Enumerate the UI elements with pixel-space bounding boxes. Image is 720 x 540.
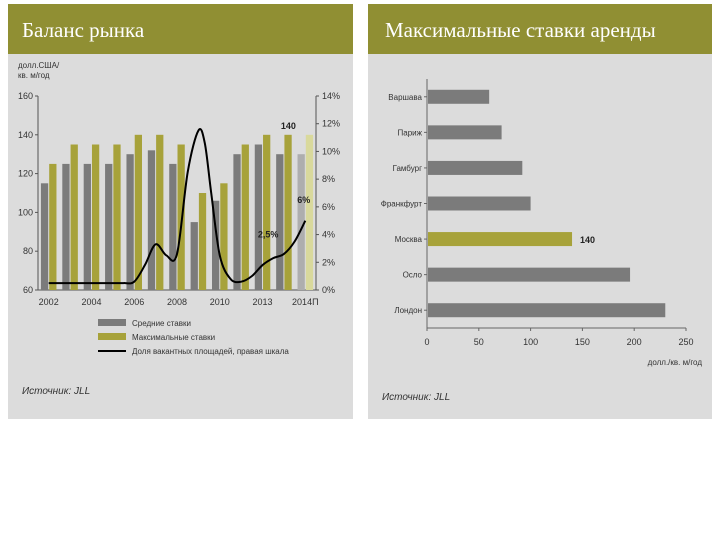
avg-rate-bar [297,154,305,290]
max-rate-bar [305,134,314,290]
max-rate-annotation: 140 [281,121,296,131]
avg-rate-bar [83,163,91,290]
max-rate-bar [91,144,100,290]
market-balance-source: Источник: JLL [22,386,91,397]
x-tick-label: 150 [575,337,590,347]
y2-tick-label: 6% [322,202,335,212]
y2-tick-label: 12% [322,119,340,129]
avg-rate-bar [105,163,113,290]
x-tick-label: 2013 [253,297,273,307]
y2-tick-label: 8% [322,174,335,184]
x-tick-label: 2002 [39,297,59,307]
max-rate-bar [241,144,249,290]
market-balance-panel: Баланс рынка долл.США/кв. м/год 60 80 100 12… [8,4,353,419]
city-label: Париж [398,128,423,137]
max-rate-bar [134,134,143,290]
y2-tick-label: 10% [322,146,340,156]
x-tick-label: 0 [424,337,429,347]
max-rate-bar [220,183,228,290]
city-rent-bar [428,232,573,247]
avg-rate-bar [40,183,49,290]
legend-line-label: Доля вакантных площадей, правая шкала [132,347,289,356]
max-rate-bar [70,144,78,290]
avg-rate-bar [147,150,156,290]
avg-rate-bar [190,222,198,290]
x-tick-label: 250 [678,337,693,347]
vacancy-forecast-annotation: 6% [297,195,310,205]
max-rents-panel: Максимальные ставки аренды 0 50 100 150 200 2… [368,4,712,419]
city-label: Осло [403,271,423,280]
vacancy-rate-line [48,128,307,285]
y2-tick-label: 0% [322,285,335,295]
moscow-value-label: 140 [580,235,595,245]
max-rate-bar [198,193,207,290]
avg-rate-bar [276,154,284,290]
city-rent-bar [428,196,531,211]
avg-rate-bar [169,163,177,290]
city-label: Варшава [388,93,422,102]
market-balance-header: Баланс рынка [8,4,353,54]
x-tick-label: 2004 [81,297,101,307]
y2-tick-label: 2% [322,257,335,267]
y-tick-label: 60 [23,285,33,295]
avg-rate-bar [62,163,70,290]
avg-rate-bar [233,154,241,290]
max-rents-chart: 0 50 100 150 200 250 Варшава Париж Гамбург Франкф… [381,79,703,367]
y-axis-unit-line1: долл.США/ [18,61,60,70]
max-rate-bar [49,163,57,290]
x-tick-label: 2010 [210,297,230,307]
x-tick-label: 50 [474,337,484,347]
x-tick-label: 2006 [124,297,144,307]
legend-max-label: Максимальные ставки [132,333,215,342]
vacancy-2013-annotation: 2,5% [258,229,279,239]
max-rate-bar [113,144,121,290]
legend-max-swatch [98,333,126,340]
x-tick-label: 200 [627,337,642,347]
y-tick-label: 140 [18,130,33,140]
city-label: Москва [395,235,423,244]
market-balance-title: Баланс рынка [22,18,145,42]
y2-tick-label: 14% [322,91,340,101]
max-rents-title: Максимальные ставки аренды [385,18,656,42]
legend-avg-label: Средние ставки [132,319,191,328]
max-rate-bar [284,134,292,290]
y-tick-label: 160 [18,91,33,101]
max-rate-bar [177,144,185,290]
max-rents-header: Максимальные ставки аренды [368,4,712,54]
y-axis-unit-line2: кв. м/год [18,71,50,80]
city-rent-bar [428,303,666,318]
city-rent-bar [428,160,523,175]
city-label: Франкфурт [381,200,423,209]
market-balance-chart: долл.США/кв. м/год 60 80 100 120 140 160 0% 2% 4%… [18,61,340,356]
city-rent-bar [428,267,631,282]
x-tick-label: 100 [523,337,538,347]
x-tick-label: 2008 [167,297,187,307]
max-rate-bar [156,134,164,290]
x-axis-unit-label: долл./кв. м/год [648,358,703,367]
avg-rate-bar [254,144,263,290]
y-tick-label: 120 [18,169,33,179]
avg-rate-bar [211,200,220,290]
y-tick-label: 80 [23,246,33,256]
y2-tick-label: 4% [322,230,335,240]
legend-avg-swatch [98,319,126,326]
city-label: Лондон [394,306,422,315]
city-rent-bar [428,89,490,104]
avg-rate-bar [126,154,134,290]
max-rents-source: Источник: JLL [382,392,451,403]
city-rent-bar [428,125,502,140]
max-rate-bar [263,134,271,290]
x-tick-label: 2014П [292,297,319,307]
city-label: Гамбург [393,164,423,173]
y-tick-label: 100 [18,207,33,217]
